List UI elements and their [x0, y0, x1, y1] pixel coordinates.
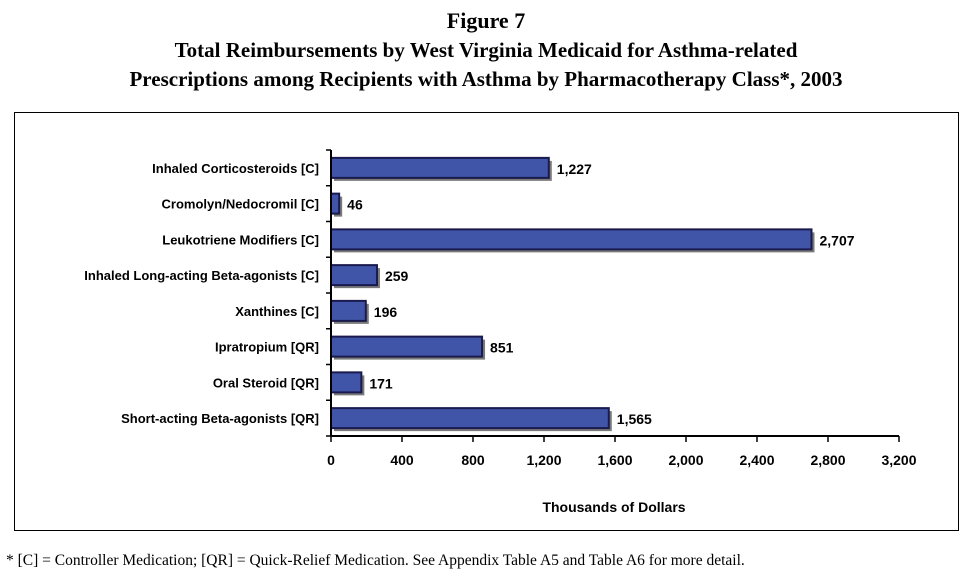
x-axis-title: Thousands of Dollars — [542, 499, 685, 515]
category-label: Ipratropium [QR] — [215, 340, 319, 355]
category-label: Inhaled Corticosteroids [C] — [152, 161, 319, 176]
category-label: Oral Steroid [QR] — [213, 375, 319, 390]
x-tick-label: 400 — [390, 452, 414, 468]
footnote: * [C] = Controller Medication; [QR] = Qu… — [6, 552, 745, 569]
data-label: 259 — [385, 268, 409, 284]
data-label: 46 — [347, 197, 363, 213]
x-tick-label: 800 — [461, 452, 485, 468]
data-label: 2,707 — [819, 232, 854, 248]
bar — [330, 335, 484, 358]
x-tick-label: 3,200 — [881, 452, 916, 468]
category-label: Leukotriene Modifiers [C] — [162, 232, 319, 247]
x-tick-label: 2,800 — [810, 452, 845, 468]
data-label: 851 — [490, 340, 514, 356]
data-label: 171 — [369, 375, 393, 391]
bar — [330, 371, 363, 394]
chart-title-line-2: Prescriptions among Recipients with Asth… — [129, 67, 843, 91]
chart-title-line-1: Total Reimbursements by West Virginia Me… — [174, 38, 798, 62]
category-label: Xanthines [C] — [235, 304, 319, 319]
bars-layer: Inhaled Corticosteroids [C] 1,227 Cromolyn… — [84, 156, 855, 432]
data-label: 196 — [374, 304, 398, 320]
figure-label: Figure 7 — [446, 8, 526, 33]
bar — [330, 192, 341, 215]
bar — [330, 299, 367, 322]
x-tick-label: 2,400 — [739, 452, 774, 468]
chart-frame: Inhaled Corticosteroids [C] 1,227 Cromolyn… — [14, 112, 959, 531]
category-label: Short-acting Beta-agonists [QR] — [121, 411, 319, 426]
data-label: 1,227 — [557, 161, 592, 177]
x-tick-label: 1,600 — [597, 452, 632, 468]
bar — [330, 156, 550, 179]
bar-chart: Inhaled Corticosteroids [C] 1,227 Cromolyn… — [84, 149, 917, 515]
x-tick-label: 1,200 — [526, 452, 561, 468]
bar — [330, 228, 813, 251]
category-label: Inhaled Long-acting Beta-agonists [C] — [84, 268, 319, 283]
bar — [330, 264, 378, 287]
category-label: Cromolyn/Nedocromil [C] — [162, 197, 319, 212]
bar — [330, 407, 610, 430]
data-label: 1,565 — [617, 411, 652, 427]
x-tick-label: 0 — [327, 452, 335, 468]
axes-layer: 0 400 800 1,200 1,600 2,000 2,400 2,800 3,200 — [326, 149, 917, 468]
x-tick-label: 2,000 — [668, 452, 703, 468]
